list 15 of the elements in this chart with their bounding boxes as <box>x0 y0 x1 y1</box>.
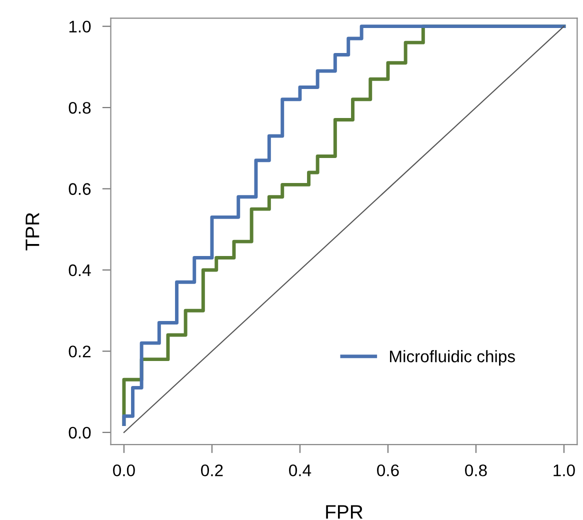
x-tick-label: 0.6 <box>377 464 399 476</box>
y-axis-title: TPR <box>26 212 40 250</box>
x-tick-label: 1.0 <box>554 464 575 476</box>
y-tick-label: 1.0 <box>69 20 91 33</box>
legend-label: Microfluidic chips <box>390 350 515 366</box>
y-tick-label: 0.4 <box>68 264 91 276</box>
y-tick-label: 0.8 <box>68 102 91 114</box>
y-tick-label: 0.0 <box>68 426 91 439</box>
x-tick-label: 0.2 <box>201 464 223 476</box>
y-tick-label: 0.2 <box>68 346 90 358</box>
x-tick-label: 0.4 <box>289 464 312 476</box>
x-tick-label: 0.8 <box>465 464 487 476</box>
x-axis-title: FPR <box>326 505 363 519</box>
x-tick-label: 0.0 <box>113 464 135 476</box>
y-tick-label: 0.6 <box>68 183 91 195</box>
